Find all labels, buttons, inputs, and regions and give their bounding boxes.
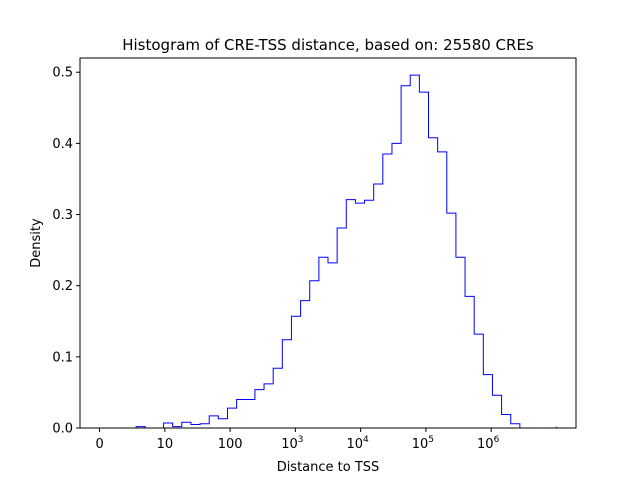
y-tick-label: 0.3	[52, 208, 73, 223]
y-tick-label: 0.0	[52, 422, 73, 437]
y-tick-label: 0.1	[52, 350, 73, 365]
x-axis: 0 10 100 103 104 105 106	[95, 428, 500, 452]
x-tick-label-exponent: 5	[428, 435, 434, 445]
x-tick-label-base: 10	[412, 437, 429, 452]
x-tick-label: 106	[477, 435, 500, 452]
plot-area	[99, 74, 557, 429]
y-axis-label: Density	[29, 218, 44, 268]
x-tick-label: 104	[346, 435, 369, 452]
y-tick-label: 0.4	[52, 137, 73, 152]
x-tick-label-exponent: 4	[363, 435, 369, 445]
x-tick-label: 10	[157, 437, 174, 452]
x-axis-label: Distance to TSS	[277, 460, 380, 475]
y-tick-label: 0.2	[52, 279, 73, 294]
y-axis: 0.0 0.1 0.2 0.3 0.4 0.5	[52, 66, 80, 437]
axes-frame	[79, 57, 577, 429]
x-tick-label-base: 10	[477, 437, 494, 452]
x-tick-label-base: 100	[218, 437, 243, 452]
x-tick-label-base: 10	[281, 437, 298, 452]
histogram-step-line	[99, 74, 557, 429]
x-tick-label-base: 0	[95, 437, 103, 452]
x-tick-label: 105	[412, 435, 434, 452]
x-tick-label: 0	[95, 437, 103, 452]
x-tick-label-exponent: 3	[298, 435, 304, 445]
x-tick-label-base: 10	[157, 437, 174, 452]
y-tick-label: 0.5	[52, 66, 73, 81]
x-tick-label: 100	[218, 437, 243, 452]
x-tick-label: 103	[281, 435, 303, 452]
chart-title: Histogram of CRE-TSS distance, based on:…	[122, 36, 534, 54]
x-tick-label-exponent: 6	[494, 435, 500, 445]
x-tick-label-base: 10	[346, 437, 363, 452]
